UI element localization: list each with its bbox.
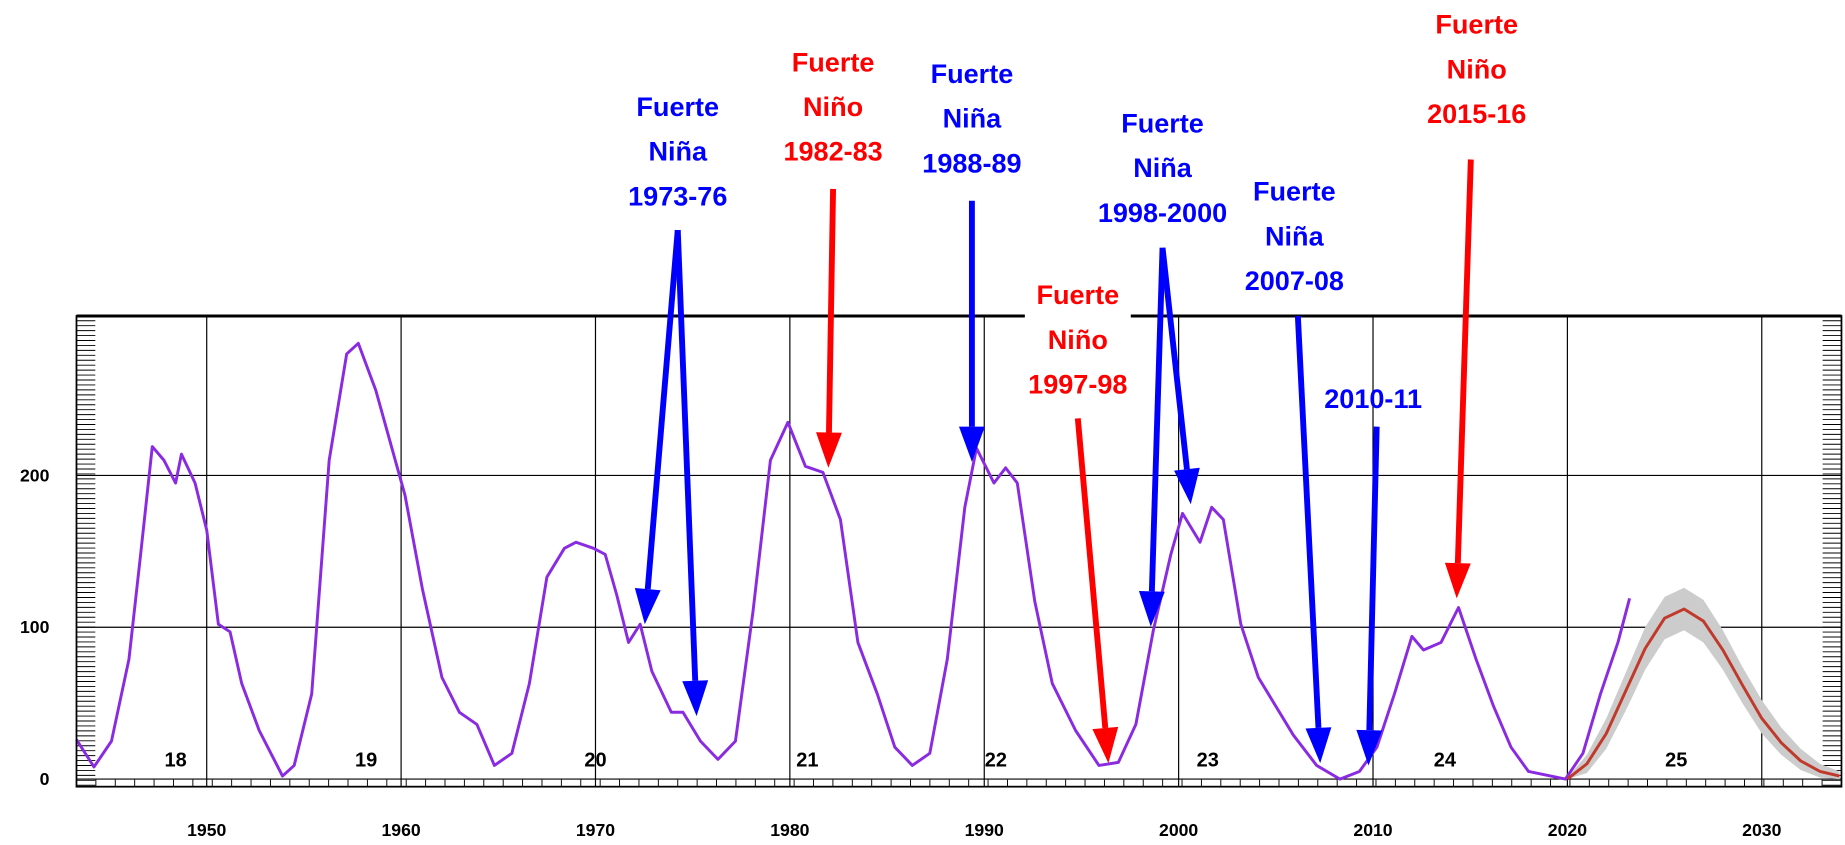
annotation-text: 1973-76 (628, 181, 727, 211)
x-tick-label: 1970 (576, 820, 615, 840)
y-tick-label: 200 (20, 465, 50, 485)
annotation-text: Niña (1133, 153, 1193, 183)
x-tick-label: 2010 (1353, 820, 1392, 840)
arrow-head (682, 680, 709, 717)
annotation-text: 1997-98 (1028, 370, 1127, 400)
x-tick-label: 1960 (381, 820, 420, 840)
arrow-head (1356, 729, 1383, 766)
prediction-band (1567, 587, 1840, 780)
arrow-shaft (1366, 426, 1380, 731)
cycle-label: 23 (1197, 750, 1219, 772)
arrow-head (1174, 467, 1200, 505)
x-tick-label: 2000 (1159, 820, 1198, 840)
annotation-text: Fuerte (636, 92, 719, 122)
arrow-head (1092, 726, 1119, 764)
arrow-head (958, 426, 985, 462)
cycle-label: 24 (1434, 750, 1457, 772)
annotation-text: Niño (803, 92, 863, 122)
x-tick-label: 1950 (187, 820, 226, 840)
annotation-text: Fuerte (1435, 10, 1518, 40)
annotation-text: 2015-16 (1427, 99, 1526, 129)
arrow-shaft (1148, 247, 1166, 592)
annotation-text: 1998-2000 (1098, 198, 1227, 228)
label-background (1024, 276, 1131, 415)
annotation-text: Fuerte (1121, 108, 1204, 138)
x-tick-label: 1990 (965, 820, 1004, 840)
series-line (1566, 607, 1840, 781)
annotation-text: Niño (1447, 54, 1507, 84)
arrow-shaft (1074, 418, 1109, 729)
cycle-label: 25 (1665, 750, 1687, 772)
annotation-text: 1988-89 (922, 148, 1021, 178)
annotation-text: 2007-08 (1245, 266, 1344, 296)
arrow-shaft (644, 229, 681, 590)
arrow-shaft (1294, 315, 1322, 729)
cycle-label: 21 (796, 750, 818, 772)
cycle-label: 19 (355, 750, 377, 772)
annotation-text: Niña (943, 104, 1003, 134)
annotation-text: Fuerte (792, 47, 875, 77)
arrow-head (1444, 562, 1471, 599)
annotation-text: 1982-83 (783, 137, 882, 167)
annotation-text: Fuerte (1036, 280, 1119, 310)
y-tick-label: 100 (20, 617, 50, 637)
x-tick-label: 1980 (770, 820, 809, 840)
arrow-head (1138, 590, 1165, 627)
annotation-text: Niña (1265, 221, 1325, 251)
arrow-shaft (826, 188, 837, 433)
arrow-head (634, 588, 661, 625)
annotation-text: 2010-11 (1324, 384, 1422, 414)
cycle-label: 20 (584, 750, 606, 772)
arrow-head (1305, 727, 1332, 764)
y-tick-label: 0 (40, 769, 50, 789)
arrow-shaft (1454, 159, 1474, 564)
arrow-shaft (1159, 247, 1190, 470)
annotation-text: Fuerte (1253, 177, 1336, 207)
x-tick-label: 2030 (1742, 820, 1781, 840)
annotation-text: Niña (648, 137, 708, 167)
annotation-text: Niño (1048, 325, 1108, 355)
series-line (75, 341, 1632, 781)
annotation-text: Fuerte (931, 59, 1014, 89)
arrow-shaft (674, 230, 699, 681)
arrow-head (816, 432, 842, 468)
cycle-label: 22 (985, 750, 1007, 772)
cycle-label: 18 (164, 750, 186, 772)
x-tick-label: 2020 (1548, 820, 1587, 840)
